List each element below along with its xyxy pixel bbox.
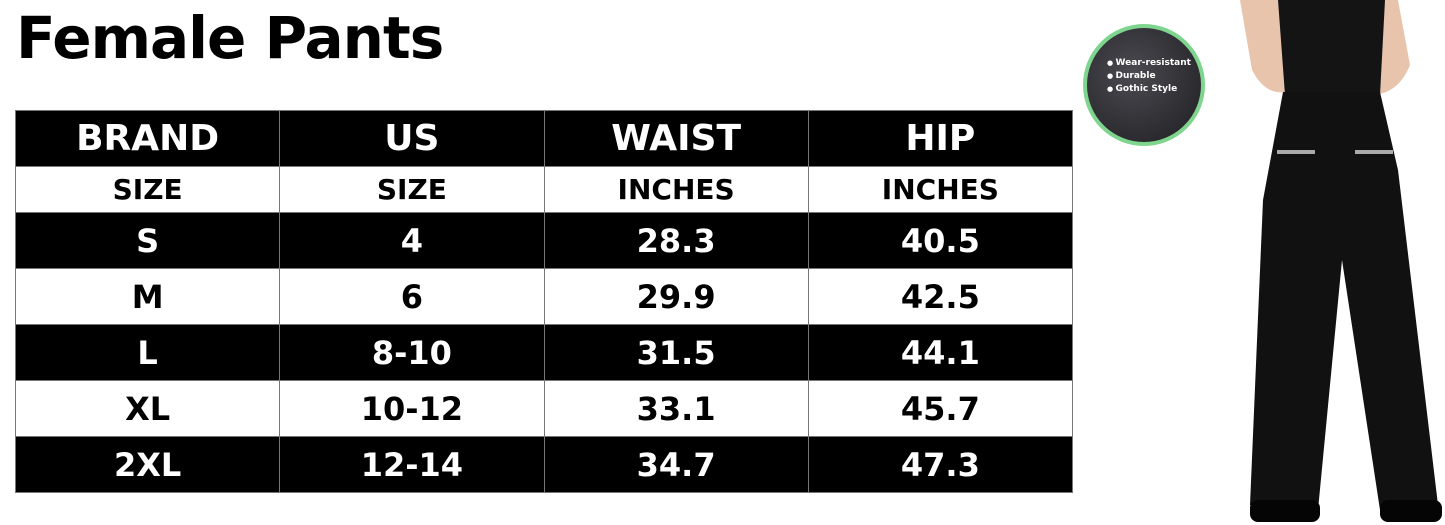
header-row: BRAND US WAIST HIP — [14, 110, 1074, 167]
cell: 8-10 — [279, 324, 545, 381]
cell: L — [14, 324, 281, 381]
page-title: Female Pants — [16, 4, 444, 72]
cell: 44.1 — [807, 324, 1074, 381]
table-row: S 4 28.3 40.5 — [14, 212, 1074, 269]
cell: 31.5 — [543, 324, 809, 381]
cell: 34.7 — [543, 436, 809, 493]
table-row: 2XL 12-14 34.7 47.3 — [14, 436, 1074, 493]
header-cell: US — [279, 110, 545, 167]
cell: 28.3 — [543, 212, 809, 269]
cell: 12-14 — [279, 436, 545, 493]
cell: 33.1 — [543, 380, 809, 437]
header-cell: HIP — [807, 110, 1074, 167]
cell: 10-12 — [279, 380, 545, 437]
model-photo — [1240, 0, 1442, 522]
cell: M — [14, 268, 281, 325]
size-chart-table: BRAND US WAIST HIP SIZE SIZE INCHES INCH… — [14, 110, 1074, 493]
subheader-cell: INCHES — [543, 166, 809, 213]
table-row: L 8-10 31.5 44.1 — [14, 324, 1074, 381]
cell: 29.9 — [543, 268, 809, 325]
subheader-cell: INCHES — [807, 166, 1074, 213]
cell: 2XL — [14, 436, 281, 493]
subheader-cell: SIZE — [14, 166, 281, 213]
feature-item: Durable — [1107, 71, 1201, 81]
cell: 45.7 — [807, 380, 1074, 437]
cell: 47.3 — [807, 436, 1074, 493]
cell: 4 — [279, 212, 545, 269]
subheader-row: SIZE SIZE INCHES INCHES — [14, 166, 1074, 213]
table-row: XL 10-12 33.1 45.7 — [14, 380, 1074, 437]
model-top — [1278, 0, 1385, 95]
feature-badge: Wear-resistant Durable Gothic Style — [1083, 24, 1205, 146]
model-pants — [1250, 92, 1438, 510]
subheader-cell: SIZE — [279, 166, 545, 213]
cell: XL — [14, 380, 281, 437]
shoe — [1380, 500, 1442, 522]
feature-item: Wear-resistant — [1107, 58, 1201, 68]
cell: 6 — [279, 268, 545, 325]
header-cell: BRAND — [14, 110, 281, 167]
cell: 40.5 — [807, 212, 1074, 269]
feature-item: Gothic Style — [1107, 84, 1201, 94]
table-row: M 6 29.9 42.5 — [14, 268, 1074, 325]
shoe — [1250, 500, 1320, 522]
cell: 42.5 — [807, 268, 1074, 325]
pocket-zipper — [1355, 150, 1393, 154]
cell: S — [14, 212, 281, 269]
pocket-zipper — [1277, 150, 1315, 154]
header-cell: WAIST — [543, 110, 809, 167]
